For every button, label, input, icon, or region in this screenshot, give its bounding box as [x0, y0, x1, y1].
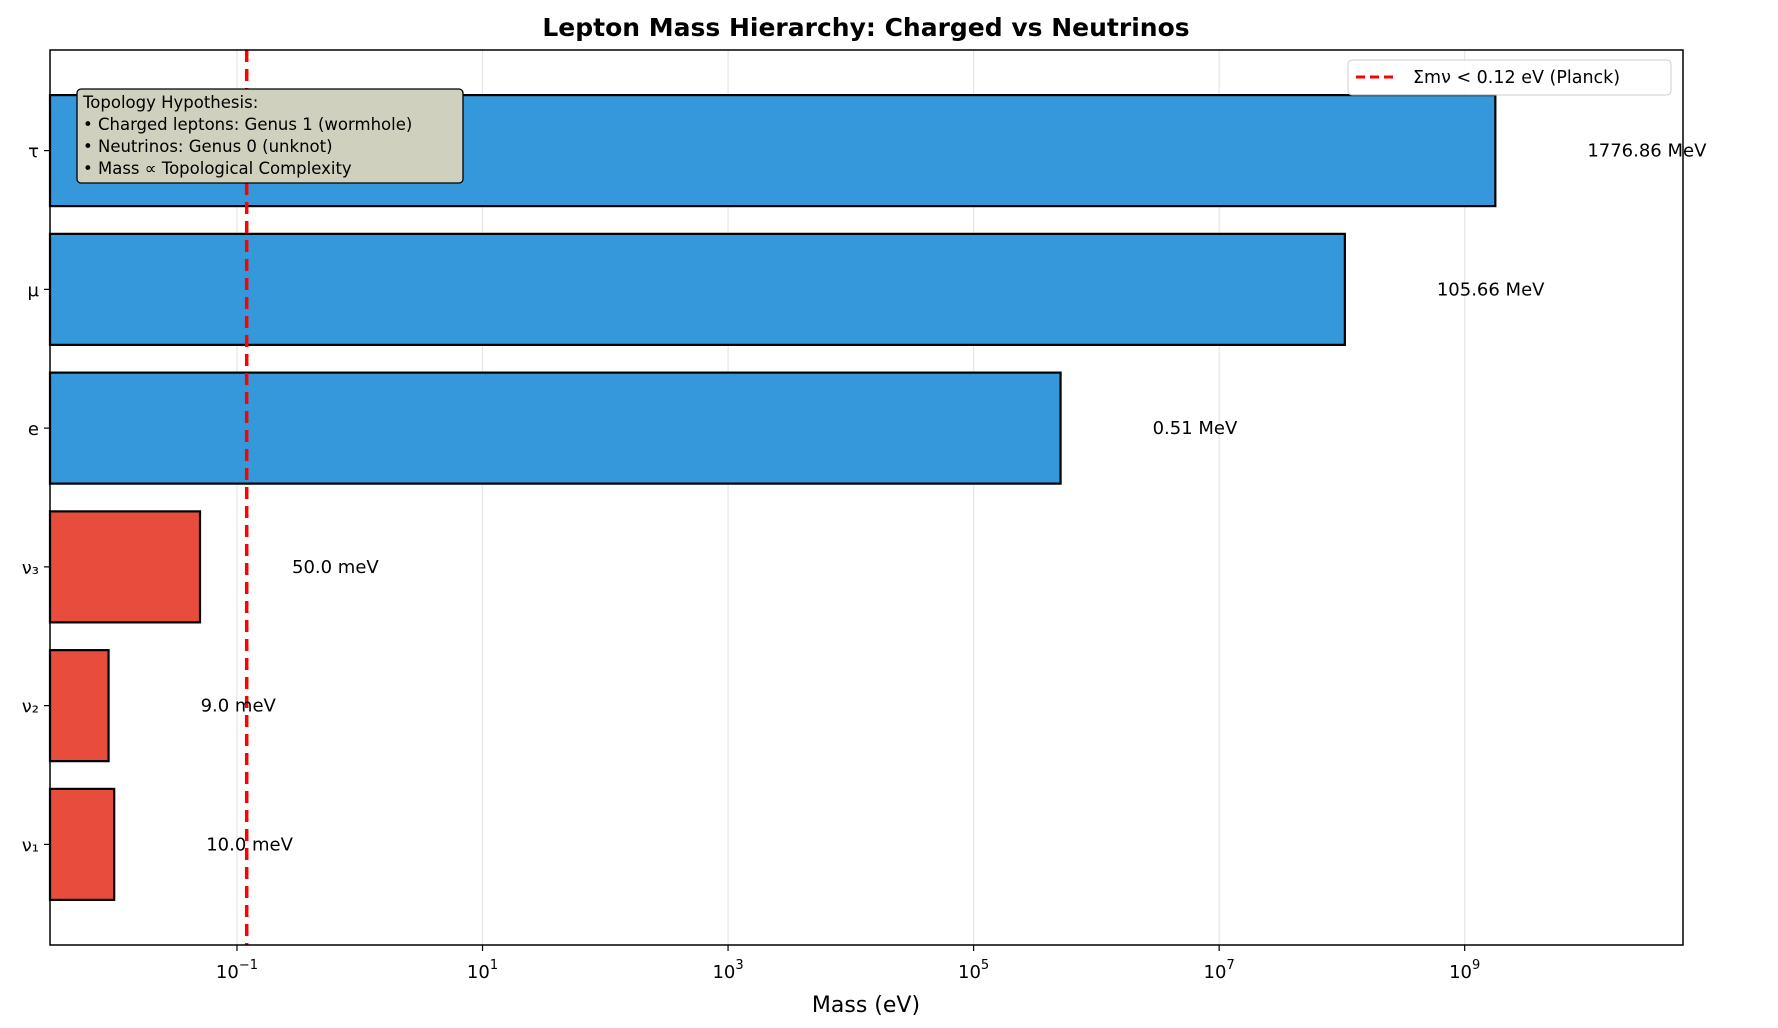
bar-3 — [48, 371, 1062, 485]
bar-value-label: 9.0 meV — [201, 696, 277, 717]
bar-4 — [48, 232, 1346, 346]
legend-frame — [1347, 59, 1672, 96]
bar-0 — [48, 787, 116, 902]
y-axis-ticks: ν₁ ν₂ ν₃ e μ τ — [22, 142, 50, 856]
y-tick-label: ν₃ — [22, 558, 39, 579]
x-axis-label: Mass (eV) — [812, 993, 920, 1018]
bar-value-label: 0.51 MeV — [1153, 418, 1238, 439]
x-tick-label: 105 — [958, 958, 989, 983]
topology-hypothesis-box: Topology Hypothesis: • Charged leptons: … — [76, 88, 464, 184]
annotation-line: • Charged leptons: Genus 1 (wormhole) — [83, 115, 412, 134]
bar-1 — [48, 649, 110, 763]
plot-frame — [49, 49, 1684, 946]
bar-value-label: 1776.86 MeV — [1587, 141, 1707, 162]
chart-title: Lepton Mass Hierarchy: Charged vs Neutri… — [542, 13, 1189, 42]
y-tick-label: τ — [28, 142, 39, 163]
y-tick-label: ν₁ — [22, 835, 39, 856]
bars — [48, 93, 1497, 902]
x-tick-label: 107 — [1204, 958, 1235, 983]
x-tick-label: 101 — [467, 958, 498, 983]
x-axis-ticks: 10−1 101 103 105 107 109 — [216, 945, 1480, 983]
x-tick-label: 103 — [712, 958, 743, 983]
annotation-line: Topology Hypothesis: — [82, 93, 258, 112]
bar-value-label: 105.66 MeV — [1437, 279, 1545, 300]
legend: Σmν < 0.12 eV (Planck) — [1347, 59, 1672, 96]
y-tick-label: e — [28, 419, 39, 440]
annotation-line: • Mass ∝ Topological Complexity — [83, 159, 352, 178]
bar-value-label: 10.0 meV — [206, 834, 293, 855]
legend-entry-planck: Σmν < 0.12 eV (Planck) — [1413, 68, 1620, 88]
y-tick-label: ν₂ — [22, 697, 39, 718]
annotation-line: • Neutrinos: Genus 0 (unknot) — [83, 137, 333, 156]
bar-value-labels: 10.0 meV 9.0 meV 50.0 meV 0.51 MeV 105.66 Me… — [201, 141, 1708, 856]
x-tick-label: 10−1 — [216, 958, 258, 983]
bar-value-label: 50.0 meV — [292, 557, 379, 578]
bar-2 — [48, 510, 202, 624]
x-tick-label: 109 — [1449, 958, 1480, 983]
y-tick-label: μ — [28, 280, 40, 301]
annotation-background — [76, 88, 464, 184]
